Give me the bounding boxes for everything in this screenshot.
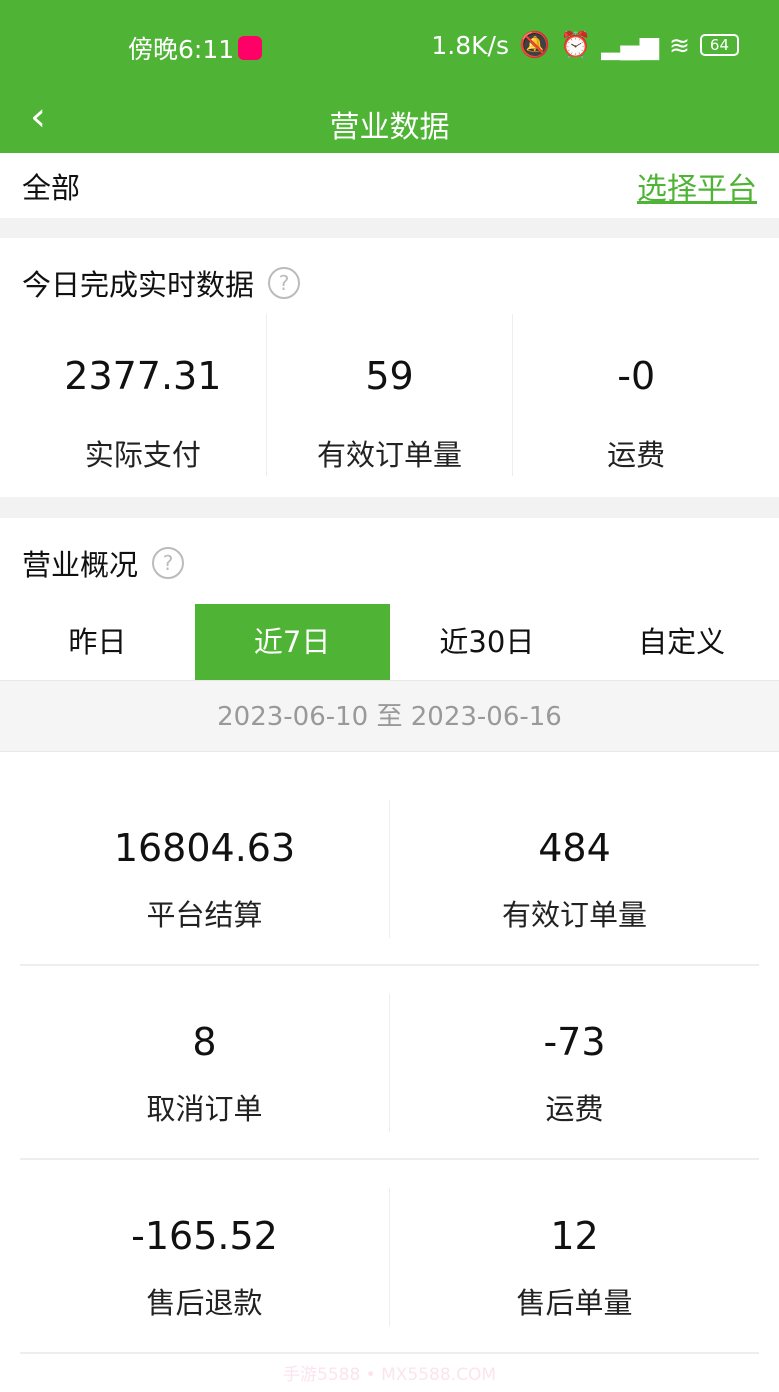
stat-aftersale-orders: 12 售后单量 (516, 1214, 633, 1320)
stat-valid-orders: 484 有效订单量 (501, 826, 647, 932)
alarm-icon: ⏰ (560, 30, 592, 59)
app-notification-icon (238, 36, 263, 60)
stat-valid-orders: 59 有效订单量 (267, 314, 514, 476)
select-platform-link[interactable]: 选择平台 (637, 171, 757, 207)
stat-cancelled-orders: 8 取消订单 (20, 994, 390, 1132)
status-bar: 傍晚6:11 1.8K/s 🔕 ⏰ ▂▄▆ ≋ 64 (0, 0, 779, 88)
stats-row: 8 取消订单 -73 运费 (20, 966, 759, 1160)
stats-row: -165.52 售后退款 12 售后单量 (20, 1160, 759, 1354)
stat-platform-settlement: 16804.63 平台结算 (20, 800, 390, 938)
date-range: 2023-06-10 至 2023-06-16 (0, 680, 779, 752)
stat-refund: -165.52 售后退款 (20, 1188, 390, 1326)
network-speed: 1.8K/s (431, 30, 509, 60)
period-tabs: 昨日 近7日 近30日 自定义 (0, 604, 779, 680)
mute-icon: 🔕 (518, 30, 551, 59)
stat-shipping: -0 运费 (607, 354, 666, 472)
tab-last-30-days[interactable]: 近30日 (439, 625, 535, 659)
signal-icon: ▂▄▆ (601, 30, 659, 60)
wifi-icon: ≋ (668, 30, 690, 60)
overview-section-title: 营业概况? (22, 542, 185, 584)
nav-bar: ‹ 营业数据 (0, 88, 779, 153)
today-stats: 2377.31 实际支付 59 有效订单量 -0 运费 (20, 314, 759, 476)
help-icon[interactable]: ? (268, 267, 301, 299)
current-platform: 全部 (22, 170, 81, 205)
divider (0, 497, 779, 518)
battery-icon: 64 (699, 34, 739, 56)
today-section-title: 今日完成实时数据? (22, 262, 301, 304)
tab-yesterday[interactable]: 昨日 (68, 625, 127, 659)
tab-last-7-days[interactable]: 近7日 (194, 604, 390, 680)
divider (0, 218, 779, 238)
help-icon[interactable]: ? (152, 547, 185, 579)
tab-custom[interactable]: 自定义 (638, 625, 726, 659)
platform-filter: 全部 选择平台 (0, 153, 779, 218)
stat-shipping: -73 运费 (543, 1020, 606, 1126)
stats-row: 16804.63 平台结算 484 有效订单量 (20, 772, 759, 966)
watermark: 手游5588 • MX5588.COM (283, 1365, 496, 1385)
status-time: 傍晚6:11 (128, 35, 235, 64)
back-icon[interactable]: ‹ (30, 94, 46, 140)
page-title: 营业数据 (329, 110, 450, 145)
stat-actual-payment: 2377.31 实际支付 (20, 314, 267, 476)
